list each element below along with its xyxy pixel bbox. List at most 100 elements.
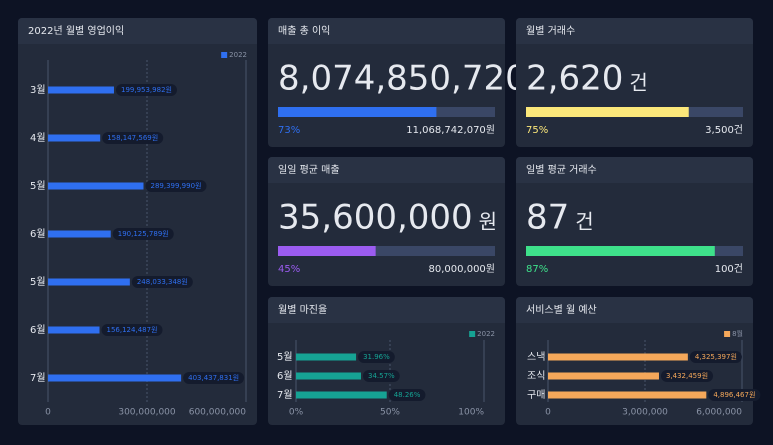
bar <box>48 326 100 334</box>
progress-bar <box>278 107 437 117</box>
value-label: 156,124,487원 <box>107 325 158 334</box>
value-label: 4,325,397원 <box>695 352 737 361</box>
value-label-bg <box>112 228 174 240</box>
panel-title: 월별 마진율 <box>278 304 327 316</box>
value-label-group: 3,432,459원 <box>660 370 714 382</box>
value-label-bg <box>115 84 177 96</box>
category-label: 7월 <box>30 372 46 384</box>
bar <box>48 230 111 238</box>
legend-swatch <box>724 331 731 337</box>
value-label: 31.96% <box>363 353 390 361</box>
panel-title: 서비스별 월 예산 <box>526 304 597 316</box>
category-label: 4월 <box>30 132 46 144</box>
value-label-bg <box>362 370 400 382</box>
kpi-unit: 건 <box>575 210 593 234</box>
x-tick-label: 3,000,000 <box>622 408 668 418</box>
value-label: 289,399,990원 <box>151 181 202 190</box>
value-label: 48.26% <box>394 391 421 399</box>
value-label-bg <box>388 389 426 401</box>
value-label-group: 158,147,569원 <box>102 132 164 144</box>
progress-track <box>278 246 495 256</box>
value-label-bg <box>660 370 714 382</box>
x-tick-label: 0 <box>545 408 551 418</box>
bar <box>296 372 361 380</box>
value-label-group: 248,033,348원 <box>131 276 193 288</box>
x-tick-label: 6,000,000 <box>696 408 742 418</box>
category-label: 3월 <box>30 84 46 96</box>
bar <box>48 278 130 286</box>
panel-header <box>268 157 505 183</box>
value-label-group: 34.57% <box>362 370 400 382</box>
legend-label: 2022 <box>229 51 247 59</box>
kpi-value: 8,074,850,720 <box>278 59 527 99</box>
category-label: 7월 <box>277 389 293 401</box>
value-label: 248,033,348원 <box>137 277 188 286</box>
category-label: 5월 <box>277 351 293 363</box>
bar <box>296 391 387 399</box>
category-label: 6월 <box>30 324 46 336</box>
progress-label: 87% <box>526 264 548 275</box>
value-label: 4,896,467원 <box>713 390 755 399</box>
legend-swatch <box>221 52 228 58</box>
category-label: 6월 <box>30 228 46 240</box>
value-label-group: 4,896,467원 <box>708 389 761 401</box>
total-label: 3,500건 <box>705 124 743 136</box>
progress-bar <box>526 107 689 117</box>
bar <box>548 372 659 380</box>
total-label: 11,068,742,070원 <box>406 124 495 136</box>
value-label: 199,953,982원 <box>121 85 172 94</box>
value-label-group: 31.96% <box>358 351 395 363</box>
x-tick-label: 0% <box>289 408 304 418</box>
value-label-bg <box>708 389 761 401</box>
total-label: 80,000,000원 <box>429 263 495 275</box>
panel-header <box>516 157 753 183</box>
value-label-bg <box>358 351 395 363</box>
value-label-group: 156,124,487원 <box>101 324 163 336</box>
panel-header <box>268 297 505 323</box>
panel-title: 2022년 월별 영업이익 <box>28 24 124 37</box>
category-label: 조식 <box>527 370 545 382</box>
bar <box>548 353 688 361</box>
value-label: 403,437,831원 <box>188 373 239 382</box>
value-label-group: 403,437,831원 <box>183 372 245 384</box>
progress-bar <box>278 246 376 256</box>
progress-label: 75% <box>526 125 548 136</box>
progress-label: 45% <box>278 264 300 275</box>
legend-label: 8월 <box>732 329 743 338</box>
bar <box>296 353 357 361</box>
category-label: 5월 <box>30 276 46 288</box>
bar <box>48 86 114 94</box>
value-label-bg <box>689 351 742 363</box>
value-label-group: 190,125,789원 <box>112 228 174 240</box>
x-tick-label: 0 <box>45 408 51 418</box>
panel-title: 일일 평균 매출 <box>278 164 340 176</box>
progress-label: 73% <box>278 125 300 136</box>
kpi-value: 87 <box>526 198 569 238</box>
kpi-unit: 원 <box>479 210 497 234</box>
bar <box>548 391 707 399</box>
panel-header <box>268 18 505 44</box>
progress-bar <box>526 246 715 256</box>
value-label-group: 289,399,990원 <box>145 180 207 192</box>
panel <box>18 18 257 425</box>
category-label: 5월 <box>30 180 46 192</box>
category-label: 스낵 <box>527 351 545 363</box>
bar <box>48 134 101 142</box>
value-label: 3,432,459원 <box>666 371 708 380</box>
value-label-bg <box>183 372 245 384</box>
kpi-unit: 건 <box>629 71 647 95</box>
kpi-value: 35,600,000 <box>278 198 473 238</box>
value-label: 158,147,569원 <box>107 133 158 142</box>
panel-title: 매출 총 이익 <box>278 25 330 37</box>
panel-title: 일별 평균 거래수 <box>526 164 597 176</box>
category-label: 구매 <box>527 389 545 401</box>
panel-header <box>516 18 753 44</box>
kpi-value: 2,620 <box>526 59 623 99</box>
value-label: 190,125,789원 <box>118 229 169 238</box>
panel-title: 월별 거래수 <box>526 25 575 37</box>
value-label-bg <box>101 324 163 336</box>
value-label: 34.57% <box>368 372 395 380</box>
category-label: 6월 <box>277 370 293 382</box>
